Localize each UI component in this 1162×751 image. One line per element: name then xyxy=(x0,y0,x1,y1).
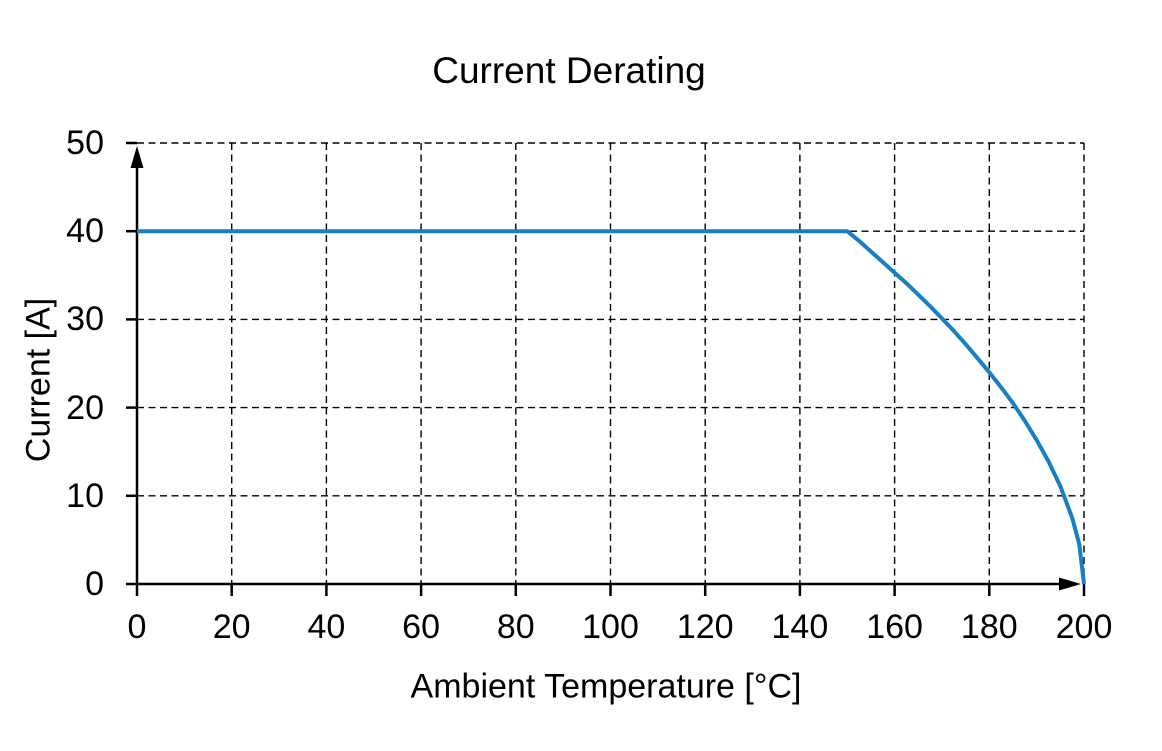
x-tick-label-0: 0 xyxy=(127,608,147,646)
y-tick-label-40: 40 xyxy=(66,212,104,251)
y-axis-arrowhead xyxy=(130,146,144,168)
y-tick-label-50: 50 xyxy=(66,124,104,162)
series-derating-curve xyxy=(137,229,1086,585)
y-tick-label-10: 10 xyxy=(66,476,104,515)
y-tick-label-0: 0 xyxy=(85,565,104,603)
x-tick-label-180: 180 xyxy=(960,608,1018,646)
x-tick-label-20: 20 xyxy=(212,608,251,646)
x-tick-label-100: 100 xyxy=(582,608,639,646)
x-axis-label: Ambient Temperature [°C] xyxy=(410,667,802,706)
chart-title: Current Derating xyxy=(432,50,706,91)
x-tick-label-200: 200 xyxy=(1055,608,1113,646)
y-tick-label-20: 20 xyxy=(66,388,104,427)
x-tick-label-80: 80 xyxy=(496,608,535,646)
x-axis-arrowhead xyxy=(1059,577,1081,591)
x-tick-label-140: 140 xyxy=(771,608,829,646)
x-tick-label-120: 120 xyxy=(676,608,734,646)
x-tick-label-60: 60 xyxy=(402,608,440,646)
y-tick-label-30: 30 xyxy=(66,300,104,339)
x-tick-label-40: 40 xyxy=(307,608,346,646)
x-tick-label-160: 160 xyxy=(866,608,923,646)
